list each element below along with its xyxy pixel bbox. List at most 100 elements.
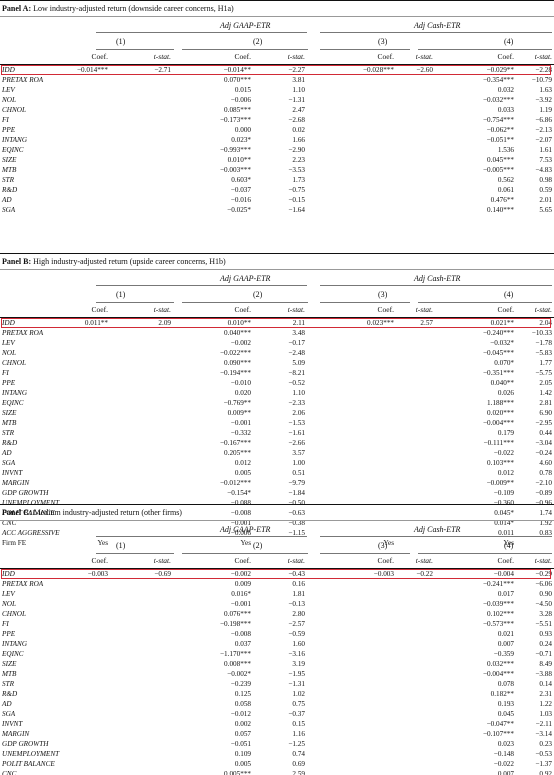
column-number: (2) <box>253 37 263 46</box>
group-header: Adj Cash-ETR <box>414 525 461 534</box>
table-row: CHNOL 0.076*** 2.80 0.102*** 3.28 <box>0 609 554 619</box>
t-statistic: −2.27 <box>288 66 305 74</box>
column-number: (4) <box>504 541 514 550</box>
t-statistic: 0.02 <box>292 126 305 134</box>
table-row: SGA 0.012 1.00 0.103*** 4.60 <box>0 458 554 468</box>
t-statistic: 0.92 <box>539 770 552 775</box>
variable-name: NOL <box>2 96 16 104</box>
table-row: UNEMPLOYMENT −0.088 −0.50 −0.360 −0.96 <box>0 498 554 508</box>
table-row: SIZE 0.008*** 3.19 0.032*** 8.49 <box>0 659 554 669</box>
coefficient: −0.012*** <box>219 479 251 487</box>
coefficient: −0.239 <box>230 680 251 688</box>
t-statistic: −10.79 <box>531 76 552 84</box>
coefficient: 0.040*** <box>224 329 251 337</box>
t-statistic: −3.04 <box>535 439 552 447</box>
coefficient: 0.037 <box>234 640 251 648</box>
t-statistic: 1.77 <box>539 359 552 367</box>
variable-name: POLIT BALANCE <box>2 760 55 768</box>
t-statistic: 1.03 <box>539 710 552 718</box>
coefficient: −0.198*** <box>219 620 251 628</box>
coefficient: −0.002 <box>230 570 251 578</box>
coefficient: 0.026 <box>497 389 514 397</box>
table-row: CNC −0.001 −0.38 0.014* 1.92 <box>0 518 554 528</box>
coefficient: 0.182** <box>490 690 514 698</box>
table-row: FI −0.198*** −2.57 −0.573*** −5.51 <box>0 619 554 629</box>
tstat-header: t-stat. <box>415 305 433 314</box>
group-underline <box>96 32 307 33</box>
variable-name: CHNOL <box>2 610 26 618</box>
tstat-header: t-stat. <box>153 556 171 565</box>
coefficient: 0.014* <box>494 519 514 527</box>
table-row: UNEMPLOYMENT 0.109 0.74 −0.148 −0.53 <box>0 749 554 759</box>
t-statistic: 2.23 <box>292 156 305 164</box>
variable-name: STR <box>2 429 14 437</box>
table-row: PPE 0.000 0.02 −0.062** −2.13 <box>0 125 554 135</box>
column-underline <box>418 553 552 554</box>
t-statistic: 6.90 <box>539 409 552 417</box>
coefficient: −0.051 <box>230 740 251 748</box>
table-row: INTANG 0.023* 1.66 −0.051** −2.07 <box>0 135 554 145</box>
t-statistic: −1.37 <box>535 760 552 768</box>
coefficient: −0.008 <box>230 630 251 638</box>
coefficient: −0.154* <box>227 489 251 497</box>
t-statistic: 0.78 <box>539 469 552 477</box>
highlight-box <box>1 318 551 328</box>
coefficient: 0.085*** <box>224 106 251 114</box>
variable-name: CNC <box>2 519 17 527</box>
coefficient: −0.004*** <box>482 670 514 678</box>
coefficient: −0.008 <box>230 509 251 517</box>
variable-name: PRETAX ROA <box>2 329 44 337</box>
column-underline <box>96 553 174 554</box>
coefficient: 0.076*** <box>224 610 251 618</box>
coef-header: Coef. <box>91 556 108 565</box>
column-underline <box>182 49 308 50</box>
coefficient: 1.188*** <box>487 399 514 407</box>
column-number-row: (1) (2) (3) (4) <box>0 537 554 554</box>
coefficient: −0.001 <box>230 519 251 527</box>
coefficient: −0.148 <box>493 750 514 758</box>
column-underline <box>182 553 308 554</box>
t-statistic: 0.44 <box>539 429 552 437</box>
t-statistic: 0.23 <box>539 740 552 748</box>
fe-indicator: Yes <box>503 539 514 547</box>
variable-name: R&D <box>2 439 18 447</box>
coefficient: −0.025* <box>227 206 251 214</box>
coefficient: 0.000 <box>234 126 251 134</box>
variable-name: CHNOL <box>2 106 26 114</box>
variable-name: STR <box>2 176 14 184</box>
t-statistic: −0.17 <box>288 339 305 347</box>
t-statistic: 0.16 <box>292 580 305 588</box>
coefficient: −0.002 <box>230 339 251 347</box>
coefficient: −0.016 <box>230 196 251 204</box>
table-row: GDP GROWTH −0.051 −1.25 0.023 0.23 <box>0 739 554 749</box>
table-row: STR 0.603* 1.73 0.562 0.98 <box>0 175 554 185</box>
coefficient: 0.603* <box>231 176 251 184</box>
variable-name: SGA <box>2 459 16 467</box>
t-statistic: −0.75 <box>288 186 305 194</box>
coefficient: 0.033 <box>497 106 514 114</box>
table-row: STR −0.239 −1.31 0.078 0.14 <box>0 679 554 689</box>
t-statistic: −0.59 <box>288 630 305 638</box>
coefficient: −0.241*** <box>482 580 514 588</box>
t-statistic: 1.16 <box>292 730 305 738</box>
variable-name: EQINC <box>2 650 24 658</box>
panel-title: Panel A: Low industry-adjusted return (d… <box>0 0 554 17</box>
t-statistic: −0.89 <box>535 489 552 497</box>
column-number: (4) <box>504 37 514 46</box>
coefficient: 0.070* <box>494 359 514 367</box>
coefficient: −0.001 <box>230 419 251 427</box>
column-underline <box>96 302 174 303</box>
tstat-header: t-stat. <box>534 52 552 61</box>
t-statistic: −2.33 <box>288 399 305 407</box>
coefficient: 0.008*** <box>224 660 251 668</box>
variable-name: INTANG <box>2 640 28 648</box>
coefficient: −0.240*** <box>482 329 514 337</box>
t-statistic: −2.10 <box>535 479 552 487</box>
t-statistic: −2.07 <box>535 136 552 144</box>
coefficient: −1.170*** <box>219 650 251 658</box>
t-statistic: 0.24 <box>539 640 552 648</box>
coefficient: 0.061 <box>497 186 514 194</box>
coefficient: 0.005 <box>234 760 251 768</box>
coefficient: −0.360 <box>493 499 514 507</box>
coefficient: 0.090*** <box>224 359 251 367</box>
